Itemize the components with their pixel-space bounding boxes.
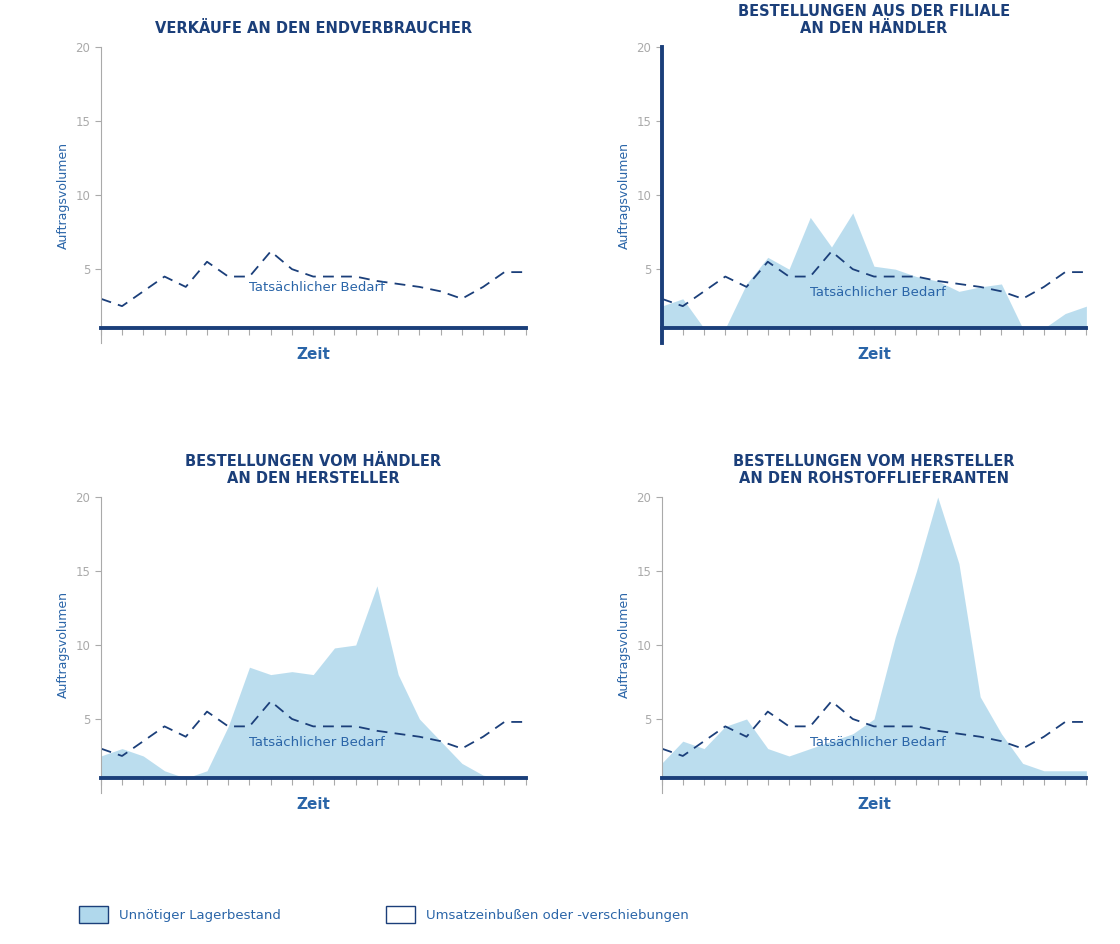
Text: Tatsächlicher Bedarf: Tatsächlicher Bedarf — [250, 281, 385, 295]
Text: Tatsächlicher Bedarf: Tatsächlicher Bedarf — [810, 286, 946, 299]
Y-axis label: Auftragsvolumen: Auftragsvolumen — [618, 142, 631, 248]
Title: BESTELLUNGEN AUS DER FILIALE
AN DEN HÄNDLER: BESTELLUNGEN AUS DER FILIALE AN DEN HÄND… — [738, 4, 1010, 36]
Title: BESTELLUNGEN VOM HÄNDLER
AN DEN HERSTELLER: BESTELLUNGEN VOM HÄNDLER AN DEN HERSTELL… — [185, 454, 441, 486]
Y-axis label: Auftragsvolumen: Auftragsvolumen — [618, 592, 631, 699]
X-axis label: Zeit: Zeit — [297, 347, 330, 362]
Y-axis label: Auftragsvolumen: Auftragsvolumen — [57, 592, 69, 699]
Text: Tatsächlicher Bedarf: Tatsächlicher Bedarf — [250, 735, 385, 749]
Y-axis label: Auftragsvolumen: Auftragsvolumen — [57, 142, 69, 248]
Legend: Unnötiger Lagerbestand, Umsatzeinbußen oder -verschiebungen: Unnötiger Lagerbestand, Umsatzeinbußen o… — [74, 901, 693, 928]
X-axis label: Zeit: Zeit — [297, 797, 330, 812]
Title: VERKÄUFE AN DEN ENDVERBRAUCHER: VERKÄUFE AN DEN ENDVERBRAUCHER — [155, 22, 472, 36]
Title: BESTELLUNGEN VOM HERSTELLER
AN DEN ROHSTOFFLIEFERANTEN: BESTELLUNGEN VOM HERSTELLER AN DEN ROHST… — [734, 454, 1015, 486]
X-axis label: Zeit: Zeit — [857, 347, 890, 362]
X-axis label: Zeit: Zeit — [857, 797, 890, 812]
Text: Tatsächlicher Bedarf: Tatsächlicher Bedarf — [810, 735, 946, 749]
